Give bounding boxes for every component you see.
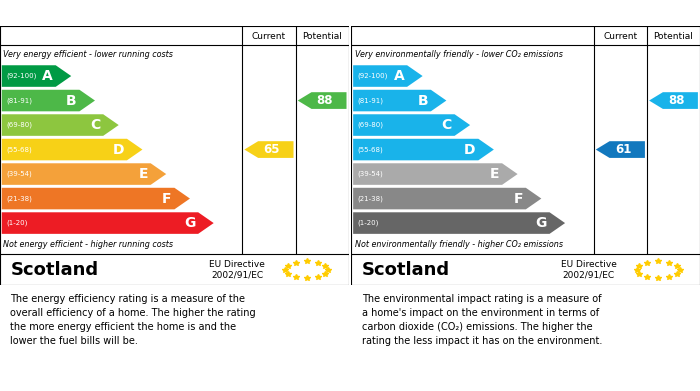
Text: Current: Current [252, 32, 286, 41]
Text: 61: 61 [615, 143, 631, 156]
Text: Not environmentally friendly - higher CO₂ emissions: Not environmentally friendly - higher CO… [355, 240, 563, 249]
Text: (55-68): (55-68) [6, 146, 32, 153]
Text: The environmental impact rating is a measure of
a home's impact on the environme: The environmental impact rating is a mea… [362, 294, 602, 346]
Polygon shape [1, 90, 95, 111]
Text: A: A [393, 69, 405, 83]
Text: (69-80): (69-80) [357, 122, 384, 128]
Text: Potential: Potential [302, 32, 342, 41]
Text: Very environmentally friendly - lower CO₂ emissions: Very environmentally friendly - lower CO… [355, 50, 563, 59]
Polygon shape [353, 139, 494, 160]
Polygon shape [1, 65, 71, 87]
Text: Scotland: Scotland [10, 261, 99, 279]
Text: F: F [162, 192, 172, 206]
Text: C: C [442, 118, 452, 132]
Text: EU Directive
2002/91/EC: EU Directive 2002/91/EC [561, 260, 617, 280]
Text: D: D [113, 143, 124, 156]
Polygon shape [353, 212, 565, 234]
Text: G: G [536, 216, 547, 230]
Text: Environmental Impact (CO₂) Rating: Environmental Impact (CO₂) Rating [360, 7, 622, 20]
Text: The energy efficiency rating is a measure of the
overall efficiency of a home. T: The energy efficiency rating is a measur… [10, 294, 256, 346]
Text: C: C [90, 118, 100, 132]
Text: B: B [417, 93, 428, 108]
Polygon shape [649, 92, 698, 109]
Text: F: F [514, 192, 523, 206]
Polygon shape [1, 163, 166, 185]
Text: Energy Efficiency Rating: Energy Efficiency Rating [8, 7, 192, 20]
Text: 65: 65 [263, 143, 280, 156]
Text: (39-54): (39-54) [357, 171, 383, 177]
Polygon shape [353, 114, 470, 136]
Polygon shape [353, 163, 517, 185]
Text: (55-68): (55-68) [357, 146, 383, 153]
Text: G: G [184, 216, 195, 230]
Polygon shape [353, 90, 447, 111]
Text: Not energy efficient - higher running costs: Not energy efficient - higher running co… [4, 240, 174, 249]
Text: 88: 88 [668, 94, 685, 107]
Text: (39-54): (39-54) [6, 171, 32, 177]
Text: (92-100): (92-100) [6, 73, 36, 79]
Polygon shape [353, 188, 541, 209]
Text: Current: Current [603, 32, 638, 41]
Polygon shape [1, 212, 214, 234]
Text: Potential: Potential [654, 32, 694, 41]
Text: (81-91): (81-91) [357, 97, 384, 104]
Text: (21-38): (21-38) [357, 196, 383, 202]
Polygon shape [1, 114, 119, 136]
Text: (69-80): (69-80) [6, 122, 32, 128]
Polygon shape [298, 92, 346, 109]
Polygon shape [596, 141, 645, 158]
Text: D: D [464, 143, 475, 156]
Polygon shape [353, 65, 423, 87]
Polygon shape [1, 188, 190, 209]
Polygon shape [1, 139, 143, 160]
Text: (1-20): (1-20) [357, 220, 379, 226]
Text: (81-91): (81-91) [6, 97, 32, 104]
Text: E: E [490, 167, 499, 181]
Text: (92-100): (92-100) [357, 73, 388, 79]
Text: (1-20): (1-20) [6, 220, 27, 226]
Text: EU Directive
2002/91/EC: EU Directive 2002/91/EC [209, 260, 265, 280]
Text: Scotland: Scotland [362, 261, 450, 279]
Text: 88: 88 [316, 94, 333, 107]
Text: E: E [139, 167, 148, 181]
Text: (21-38): (21-38) [6, 196, 32, 202]
Polygon shape [244, 141, 293, 158]
Text: A: A [42, 69, 53, 83]
Text: B: B [66, 93, 77, 108]
Text: Very energy efficient - lower running costs: Very energy efficient - lower running co… [4, 50, 174, 59]
